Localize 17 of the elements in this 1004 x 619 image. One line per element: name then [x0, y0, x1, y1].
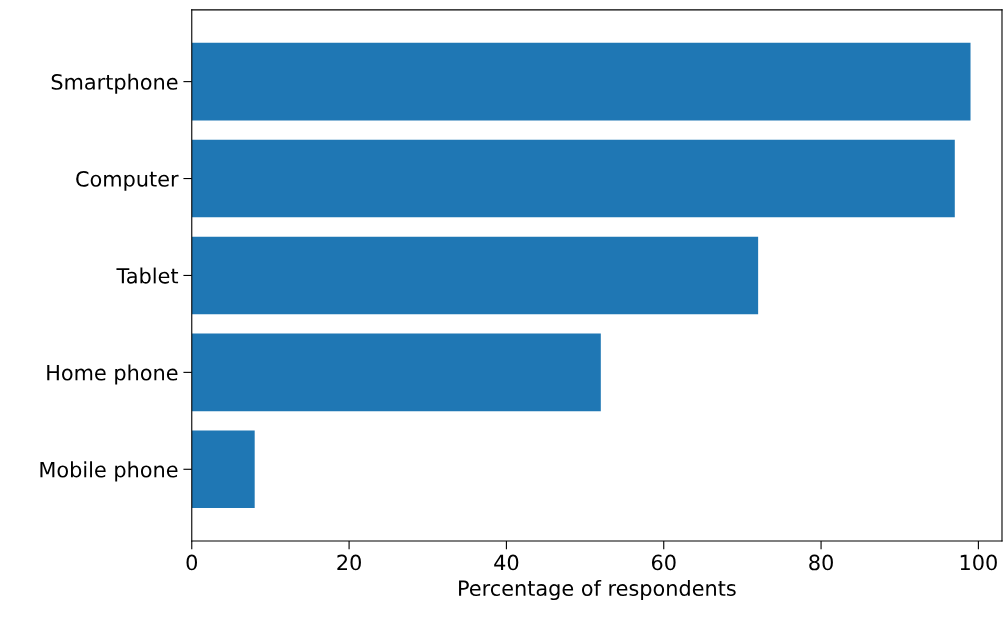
x-axis-title: Percentage of respondents	[459, 579, 736, 601]
y-tick-label: Mobile phone	[40, 461, 178, 482]
y-tick-label: Computer	[76, 170, 179, 191]
x-tick-label: 80	[809, 554, 833, 571]
y-tick-label: Smartphone	[51, 73, 178, 94]
bar	[191, 139, 955, 218]
x-tick-label: 40	[494, 554, 519, 571]
bar	[191, 430, 255, 509]
y-tick-label: Tablet	[116, 267, 179, 284]
x-tick-label: 100	[960, 554, 997, 571]
bar	[191, 236, 759, 315]
bar	[191, 42, 971, 121]
x-tick-label: 20	[337, 554, 361, 571]
x-tick-label: 60	[651, 554, 676, 571]
y-tick-label: Home phone	[47, 364, 178, 385]
bar	[191, 333, 601, 412]
x-tick-label: 0	[186, 554, 198, 571]
